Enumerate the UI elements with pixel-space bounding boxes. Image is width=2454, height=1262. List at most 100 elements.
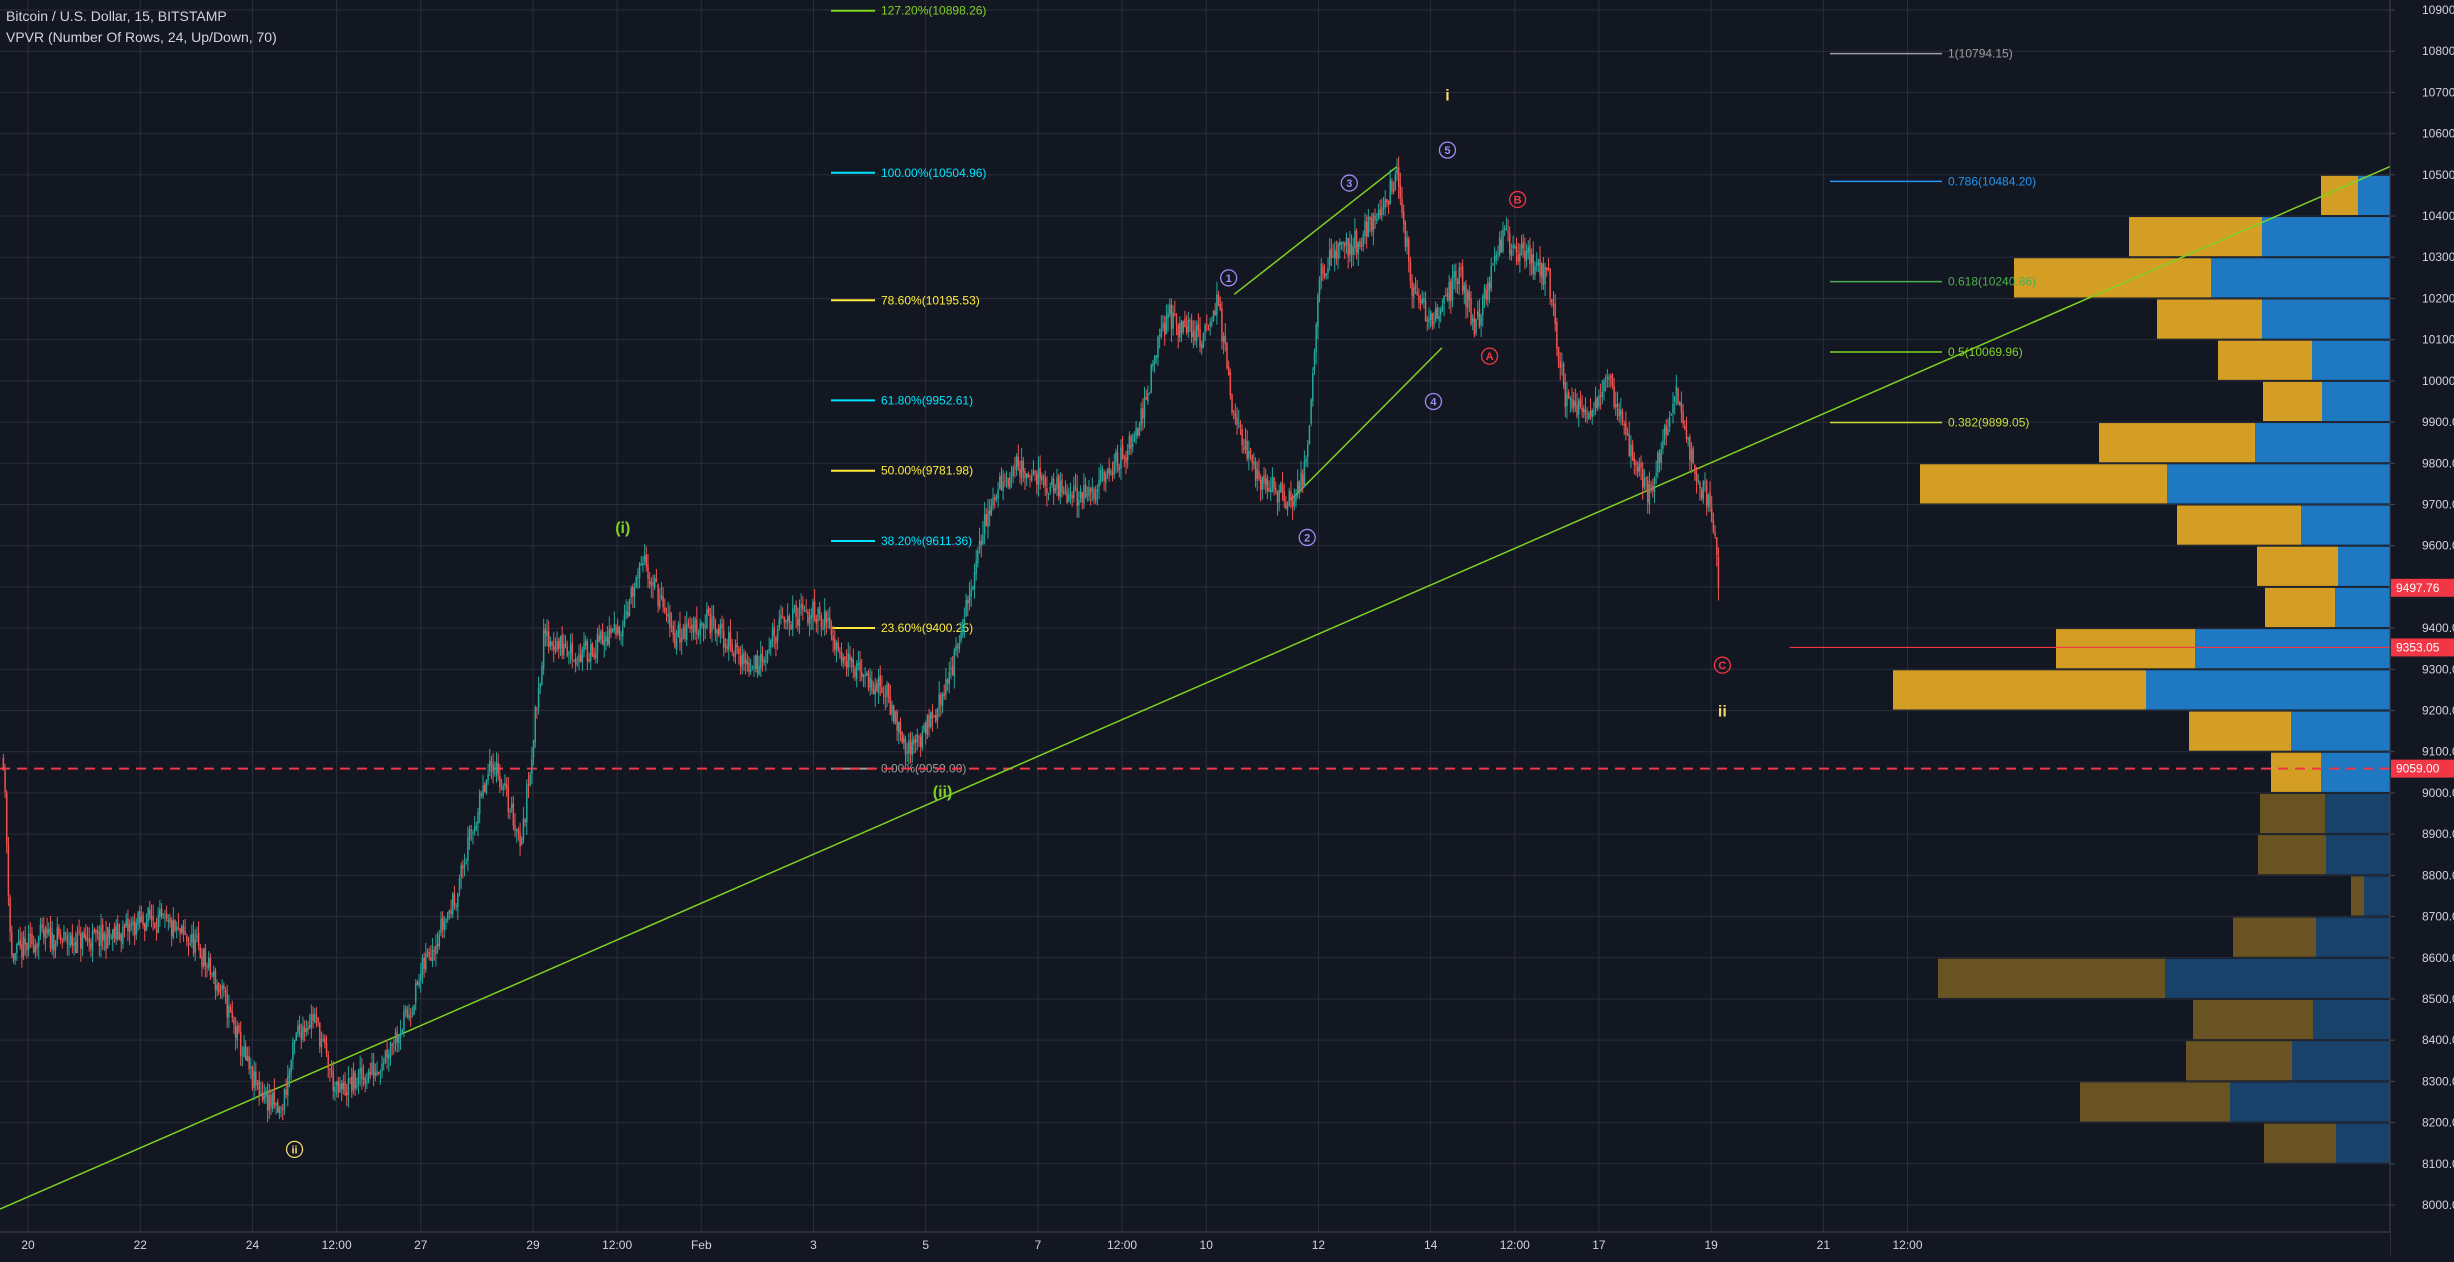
candle-body <box>1126 449 1129 461</box>
candle-body <box>972 587 974 590</box>
wave-label[interactable]: ii <box>1718 704 1727 721</box>
candle-body <box>935 714 937 723</box>
y-tick-label: 9600.00 <box>2422 539 2454 553</box>
candle-body <box>90 942 92 949</box>
y-tick-label: 9900.00 <box>2422 415 2454 429</box>
candle-body <box>253 1071 255 1088</box>
candle-body <box>1123 457 1126 459</box>
candle-body <box>1148 392 1151 394</box>
candle-body <box>1468 291 1471 300</box>
candle-body <box>2 758 5 771</box>
candle-body <box>1199 328 1201 348</box>
wave-label[interactable]: 3 <box>1346 178 1352 190</box>
x-tick-label: 12:00 <box>1107 1238 1137 1252</box>
wave-label[interactable]: B <box>1514 195 1522 207</box>
candle-body <box>1030 475 1033 481</box>
candle-body <box>526 785 528 823</box>
candle-body <box>36 944 38 949</box>
candle-body <box>1487 282 1489 300</box>
y-tick-label: 9100.00 <box>2422 745 2454 759</box>
trendline[interactable] <box>1233 165 1398 295</box>
candle-body <box>1093 489 1095 499</box>
candle-body <box>293 1039 296 1044</box>
candle-body <box>815 618 818 624</box>
candle-body <box>948 671 951 685</box>
candle-body <box>521 838 523 845</box>
wave-label[interactable]: (ii) <box>933 784 953 801</box>
candle-body <box>943 694 945 697</box>
volume-bar-up <box>2262 217 2390 257</box>
wave-label[interactable]: 5 <box>1444 145 1450 157</box>
wave-label[interactable]: 4 <box>1430 396 1437 408</box>
candle-body <box>377 1072 380 1074</box>
candle-body <box>680 638 683 642</box>
candle-body <box>369 1072 372 1075</box>
candle-body <box>691 625 693 629</box>
indicator-legend[interactable]: VPVR (Number Of Rows, 24, Up/Down, 70) <box>6 29 277 45</box>
volume-bar-up <box>2358 175 2390 216</box>
candle-body <box>393 1046 395 1048</box>
candle-body <box>1613 385 1615 407</box>
candle-body <box>189 944 191 946</box>
candle-body <box>1621 411 1624 422</box>
candle-body <box>1017 456 1020 468</box>
wave-label[interactable]: i <box>1445 88 1449 105</box>
wave-label[interactable]: (i) <box>615 520 630 537</box>
candle-body <box>854 668 856 677</box>
candle-body <box>825 612 828 624</box>
candle-body <box>652 582 654 586</box>
wave-label[interactable]: A <box>1486 351 1494 363</box>
candle-body <box>1450 280 1452 302</box>
price-tag-bg[interactable] <box>2391 638 2454 657</box>
price-tag-bg[interactable] <box>2391 578 2454 597</box>
candle-body <box>202 949 205 967</box>
candle-body <box>913 738 915 745</box>
candle-body <box>507 787 510 813</box>
candle-body <box>54 944 57 950</box>
trendline[interactable] <box>0 165 2391 1210</box>
candle-body <box>1217 294 1220 306</box>
wave-label[interactable]: 2 <box>1304 532 1310 544</box>
wave-label[interactable]: 1 <box>1226 273 1232 285</box>
candle-body <box>1301 474 1304 486</box>
wave-label[interactable]: C <box>1718 660 1726 672</box>
candle-body <box>660 594 663 599</box>
symbol-title[interactable]: Bitcoin / U.S. Dollar, 15, BITSTAMP <box>6 8 227 24</box>
wave-label[interactable]: ii <box>291 1144 297 1156</box>
candle-body <box>1443 295 1445 304</box>
candle-body <box>288 1070 291 1078</box>
candle-body <box>1631 444 1634 461</box>
candle-body <box>754 654 757 670</box>
price-tag-bg[interactable] <box>2391 759 2454 778</box>
candle-body <box>1239 424 1242 428</box>
candle-body <box>248 1056 250 1070</box>
candle-body <box>1089 489 1092 493</box>
candle-body <box>554 647 557 652</box>
candle-body <box>1261 477 1264 490</box>
candle-body <box>593 654 595 658</box>
candle-body <box>955 645 957 651</box>
candle-body <box>1421 299 1423 304</box>
candle-body <box>118 932 121 939</box>
candle-body <box>741 654 743 665</box>
candle-body <box>1584 409 1587 416</box>
price-tag-label: 9497.76 <box>2396 581 2440 595</box>
candle-body <box>339 1083 341 1093</box>
candle-body <box>993 497 996 501</box>
candle-body <box>1562 363 1565 385</box>
candle-body <box>172 920 175 938</box>
y-tick-label: 9400.00 <box>2422 621 2454 635</box>
candle-body <box>650 581 653 586</box>
candle-body <box>1128 435 1131 449</box>
trendline[interactable] <box>1289 347 1443 501</box>
candle-body <box>812 601 814 618</box>
candle-body <box>892 705 895 722</box>
candle-body <box>556 641 558 650</box>
volume-bar-up <box>2338 546 2390 586</box>
candle-body <box>1165 316 1168 334</box>
volume-bar-up <box>2255 423 2390 463</box>
candle-body <box>256 1082 259 1085</box>
volume-bar-up <box>2312 340 2390 380</box>
